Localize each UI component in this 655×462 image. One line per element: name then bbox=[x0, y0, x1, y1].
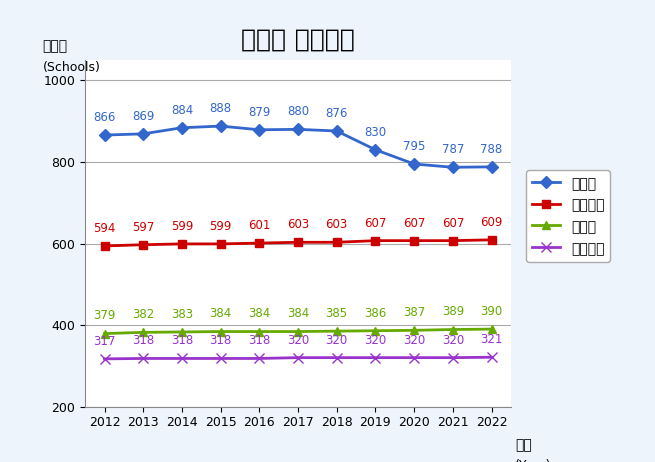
고등학교 bbox=[140, 356, 147, 361]
중학교 bbox=[333, 328, 341, 334]
초등학교 bbox=[371, 238, 379, 243]
유치원 bbox=[410, 161, 418, 167]
초등학교 bbox=[140, 242, 147, 248]
Text: 321: 321 bbox=[480, 333, 503, 346]
유치원 bbox=[178, 125, 186, 130]
Text: 320: 320 bbox=[287, 334, 309, 346]
Text: 학교수: 학교수 bbox=[43, 39, 67, 53]
Text: 386: 386 bbox=[364, 307, 386, 320]
Text: 389: 389 bbox=[441, 305, 464, 318]
Text: 390: 390 bbox=[480, 305, 502, 318]
중학교 bbox=[140, 329, 147, 335]
Text: 603: 603 bbox=[326, 218, 348, 231]
Legend: 유치원, 초등학교, 중학교, 고등학교: 유치원, 초등학교, 중학교, 고등학교 bbox=[527, 170, 610, 261]
Text: 599: 599 bbox=[210, 220, 232, 233]
중학교 bbox=[449, 327, 457, 332]
고등학교 bbox=[217, 356, 225, 361]
유치원 bbox=[371, 147, 379, 152]
Text: (Schools): (Schools) bbox=[43, 61, 100, 74]
Text: 379: 379 bbox=[93, 310, 116, 322]
Text: 788: 788 bbox=[480, 143, 502, 156]
Text: 787: 787 bbox=[441, 143, 464, 156]
유치원 bbox=[255, 127, 263, 133]
고등학교 bbox=[410, 355, 418, 360]
Text: 607: 607 bbox=[403, 217, 425, 230]
Text: 609: 609 bbox=[480, 216, 503, 229]
Text: 387: 387 bbox=[403, 306, 425, 319]
Text: 869: 869 bbox=[132, 110, 155, 123]
Line: 고등학교: 고등학교 bbox=[100, 353, 496, 364]
Text: 607: 607 bbox=[441, 217, 464, 230]
Text: 320: 320 bbox=[364, 334, 386, 346]
Text: 384: 384 bbox=[287, 307, 309, 321]
유치원 bbox=[333, 128, 341, 134]
Text: 888: 888 bbox=[210, 102, 232, 115]
Text: 385: 385 bbox=[326, 307, 348, 320]
초등학교 bbox=[449, 238, 457, 243]
초등학교 bbox=[101, 243, 109, 249]
초등학교 bbox=[410, 238, 418, 243]
Text: 382: 382 bbox=[132, 308, 155, 321]
Text: 320: 320 bbox=[326, 334, 348, 346]
Text: 318: 318 bbox=[248, 334, 271, 347]
고등학교 bbox=[487, 354, 495, 360]
중학교 bbox=[371, 328, 379, 334]
고등학교 bbox=[255, 356, 263, 361]
Text: 384: 384 bbox=[248, 307, 271, 321]
고등학교 bbox=[333, 355, 341, 360]
Text: 318: 318 bbox=[210, 334, 232, 347]
유치원 bbox=[294, 127, 302, 132]
초등학교 bbox=[255, 240, 263, 246]
Line: 유치원: 유치원 bbox=[100, 122, 496, 171]
중학교 bbox=[410, 328, 418, 333]
Text: 607: 607 bbox=[364, 217, 386, 230]
Text: 597: 597 bbox=[132, 221, 155, 234]
Line: 중학교: 중학교 bbox=[100, 325, 496, 338]
Text: 879: 879 bbox=[248, 106, 271, 119]
Text: 320: 320 bbox=[441, 334, 464, 346]
고등학교 bbox=[294, 355, 302, 360]
Text: 연도: 연도 bbox=[515, 438, 532, 452]
초등학교 bbox=[217, 241, 225, 247]
Text: (Year): (Year) bbox=[515, 458, 552, 462]
Line: 초등학교: 초등학교 bbox=[100, 236, 496, 250]
Text: 601: 601 bbox=[248, 219, 271, 232]
유치원 bbox=[449, 164, 457, 170]
Text: 594: 594 bbox=[93, 222, 116, 235]
초등학교 bbox=[487, 237, 495, 243]
중학교 bbox=[294, 329, 302, 334]
초등학교 bbox=[333, 239, 341, 245]
고등학교 bbox=[101, 356, 109, 362]
Text: 318: 318 bbox=[132, 334, 155, 347]
Text: 384: 384 bbox=[210, 307, 232, 321]
Text: 884: 884 bbox=[171, 103, 193, 116]
Text: 795: 795 bbox=[403, 140, 425, 153]
유치원 bbox=[101, 132, 109, 138]
Text: 830: 830 bbox=[364, 126, 386, 139]
Title: 학교수 변동현황: 학교수 변동현황 bbox=[241, 27, 355, 51]
중학교 bbox=[217, 329, 225, 334]
중학교 bbox=[255, 329, 263, 334]
중학교 bbox=[487, 326, 495, 332]
Text: 318: 318 bbox=[171, 334, 193, 347]
중학교 bbox=[178, 329, 186, 335]
Text: 866: 866 bbox=[93, 111, 116, 124]
Text: 603: 603 bbox=[287, 218, 309, 231]
Text: 320: 320 bbox=[403, 334, 425, 346]
고등학교 bbox=[178, 356, 186, 361]
유치원 bbox=[487, 164, 495, 170]
Text: 876: 876 bbox=[326, 107, 348, 120]
유치원 bbox=[217, 123, 225, 129]
Text: 599: 599 bbox=[171, 220, 193, 233]
중학교 bbox=[101, 331, 109, 336]
Text: 880: 880 bbox=[287, 105, 309, 118]
Text: 383: 383 bbox=[171, 308, 193, 321]
초등학교 bbox=[294, 239, 302, 245]
고등학교 bbox=[371, 355, 379, 360]
고등학교 bbox=[449, 355, 457, 360]
Text: 317: 317 bbox=[93, 335, 116, 348]
초등학교 bbox=[178, 241, 186, 247]
유치원 bbox=[140, 131, 147, 137]
